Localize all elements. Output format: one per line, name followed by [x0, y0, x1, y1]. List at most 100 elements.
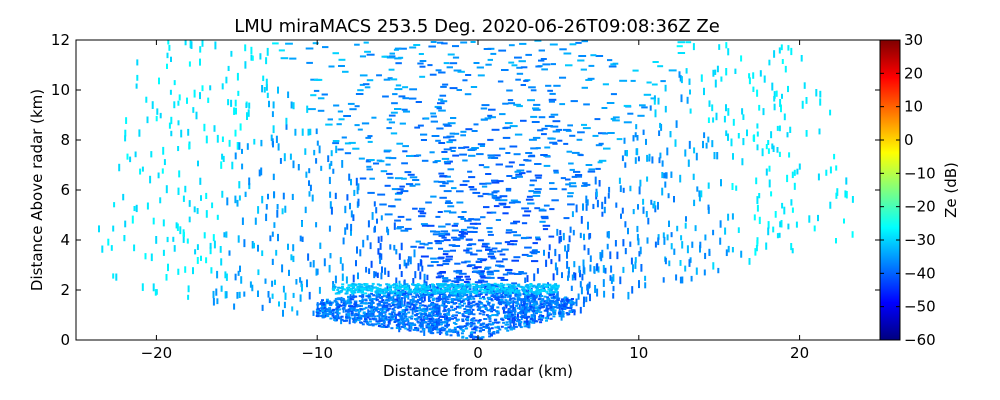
reflectivity-cell — [308, 168, 311, 174]
reflectivity-cell — [609, 275, 612, 281]
reflectivity-cell — [477, 321, 481, 324]
reflectivity-cell — [561, 303, 565, 306]
reflectivity-cell — [400, 190, 409, 193]
reflectivity-cell — [430, 289, 434, 292]
reflectivity-cell — [619, 79, 628, 82]
reflectivity-cell — [545, 290, 548, 293]
reflectivity-cell — [361, 122, 370, 125]
reflectivity-cell — [403, 294, 407, 297]
reflectivity-cell — [563, 305, 567, 308]
reflectivity-cell — [423, 243, 429, 246]
reflectivity-cell — [528, 308, 532, 311]
reflectivity-cell — [292, 244, 295, 252]
reflectivity-cell — [504, 294, 508, 297]
reflectivity-cell — [433, 230, 441, 233]
reflectivity-cell — [563, 52, 572, 55]
reflectivity-cell — [405, 283, 409, 286]
reflectivity-cell — [408, 322, 411, 325]
reflectivity-cell — [446, 312, 450, 315]
reflectivity-cell — [317, 97, 325, 100]
reflectivity-cell — [380, 301, 384, 303]
reflectivity-cell — [439, 298, 443, 301]
reflectivity-cell — [756, 144, 759, 151]
reflectivity-cell — [688, 78, 691, 85]
reflectivity-cell — [385, 308, 389, 311]
reflectivity-cell — [478, 164, 485, 167]
reflectivity-cell — [367, 323, 371, 326]
reflectivity-cell — [419, 207, 426, 210]
reflectivity-cell — [550, 259, 553, 265]
reflectivity-cell — [441, 42, 448, 45]
reflectivity-cell — [632, 264, 634, 273]
reflectivity-cell — [508, 201, 516, 204]
colorbar-label: Ze (dB) — [942, 162, 960, 218]
reflectivity-cell — [316, 303, 320, 306]
reflectivity-cell — [369, 242, 372, 250]
reflectivity-cell — [558, 312, 562, 315]
reflectivity-cell — [341, 263, 344, 271]
reflectivity-cell — [440, 100, 448, 103]
reflectivity-cell — [460, 134, 466, 137]
reflectivity-cell — [524, 285, 528, 288]
reflectivity-cell — [780, 104, 782, 113]
reflectivity-cell — [503, 316, 507, 318]
reflectivity-cell — [266, 92, 269, 99]
reflectivity-cell — [487, 138, 494, 141]
reflectivity-cell — [434, 240, 440, 243]
reflectivity-cell — [321, 302, 325, 304]
reflectivity-cell — [365, 320, 369, 323]
reflectivity-cell — [389, 291, 393, 294]
colorbar-tick-label: −10 — [904, 164, 936, 182]
reflectivity-cell — [261, 304, 264, 311]
reflectivity-cell — [516, 307, 520, 310]
reflectivity-cell — [490, 299, 494, 302]
reflectivity-cell — [438, 247, 444, 250]
reflectivity-cell — [436, 127, 444, 130]
reflectivity-cell — [446, 141, 453, 144]
reflectivity-cell — [558, 254, 561, 262]
reflectivity-cell — [477, 195, 484, 198]
reflectivity-cell — [569, 168, 575, 171]
reflectivity-cell — [341, 283, 345, 286]
reflectivity-cell — [309, 261, 312, 268]
reflectivity-cell — [549, 182, 555, 185]
reflectivity-cell — [271, 258, 274, 265]
reflectivity-cell — [173, 80, 176, 86]
reflectivity-cell — [500, 299, 503, 301]
reflectivity-cell — [411, 300, 415, 303]
reflectivity-cell — [393, 314, 397, 317]
reflectivity-cell — [374, 323, 377, 326]
reflectivity-cell — [365, 136, 372, 139]
reflectivity-cell — [287, 91, 290, 99]
reflectivity-cell — [527, 310, 531, 313]
reflectivity-cell — [435, 276, 442, 279]
reflectivity-cell — [452, 314, 455, 317]
reflectivity-cell — [542, 228, 549, 231]
reflectivity-cell — [480, 291, 484, 294]
reflectivity-cell — [219, 246, 222, 253]
reflectivity-cell — [491, 303, 495, 306]
reflectivity-cell — [396, 303, 400, 306]
reflectivity-cell — [482, 322, 486, 325]
reflectivity-cell — [478, 312, 482, 315]
reflectivity-cell — [483, 166, 490, 169]
reflectivity-cell — [645, 138, 647, 145]
reflectivity-cell — [559, 230, 562, 236]
reflectivity-cell — [353, 308, 357, 311]
reflectivity-cell — [380, 325, 384, 328]
reflectivity-cell — [612, 285, 615, 292]
reflectivity-cell — [240, 276, 243, 284]
reflectivity-cell — [383, 78, 391, 81]
reflectivity-cell — [250, 46, 253, 55]
reflectivity-cell — [173, 245, 176, 252]
reflectivity-cell — [284, 205, 287, 213]
reflectivity-cell — [545, 299, 549, 302]
reflectivity-cell — [513, 319, 517, 321]
reflectivity-cell — [676, 225, 679, 232]
reflectivity-cell — [708, 100, 711, 107]
reflectivity-cell — [329, 201, 332, 209]
reflectivity-cell — [547, 298, 551, 301]
reflectivity-cell — [261, 195, 264, 204]
reflectivity-cell — [550, 296, 554, 299]
